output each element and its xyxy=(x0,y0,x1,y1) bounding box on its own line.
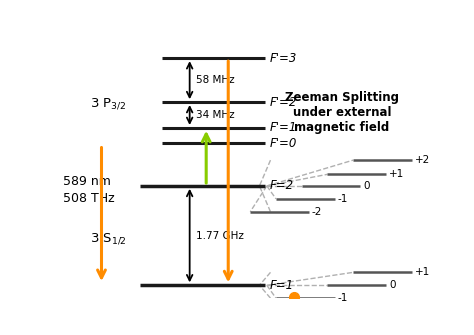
Text: F=1: F=1 xyxy=(269,279,293,292)
Text: 34 MHz: 34 MHz xyxy=(196,110,235,120)
Text: 0: 0 xyxy=(364,181,370,191)
Text: +1: +1 xyxy=(415,267,430,277)
Text: -1: -1 xyxy=(337,293,348,303)
Text: 589 nm
508 THz: 589 nm 508 THz xyxy=(63,175,115,205)
Text: +2: +2 xyxy=(415,155,430,165)
Text: +1: +1 xyxy=(389,169,404,179)
Text: 3 S$_{1/2}$: 3 S$_{1/2}$ xyxy=(91,231,127,246)
Text: -2: -2 xyxy=(312,207,322,217)
Text: 0: 0 xyxy=(389,280,396,290)
Text: 58 MHz: 58 MHz xyxy=(196,75,235,85)
Text: F'=2: F'=2 xyxy=(269,95,297,109)
Text: F=2: F=2 xyxy=(269,180,293,192)
Text: Zeeman Splitting
under external
magnetic field: Zeeman Splitting under external magnetic… xyxy=(285,91,399,134)
Text: 1.77 GHz: 1.77 GHz xyxy=(196,230,244,241)
Text: F'=1: F'=1 xyxy=(269,121,297,134)
Text: F'=3: F'=3 xyxy=(269,52,297,65)
Text: F'=0: F'=0 xyxy=(269,137,297,150)
Text: 3 P$_{3/2}$: 3 P$_{3/2}$ xyxy=(91,96,127,111)
Text: -1: -1 xyxy=(337,194,348,204)
